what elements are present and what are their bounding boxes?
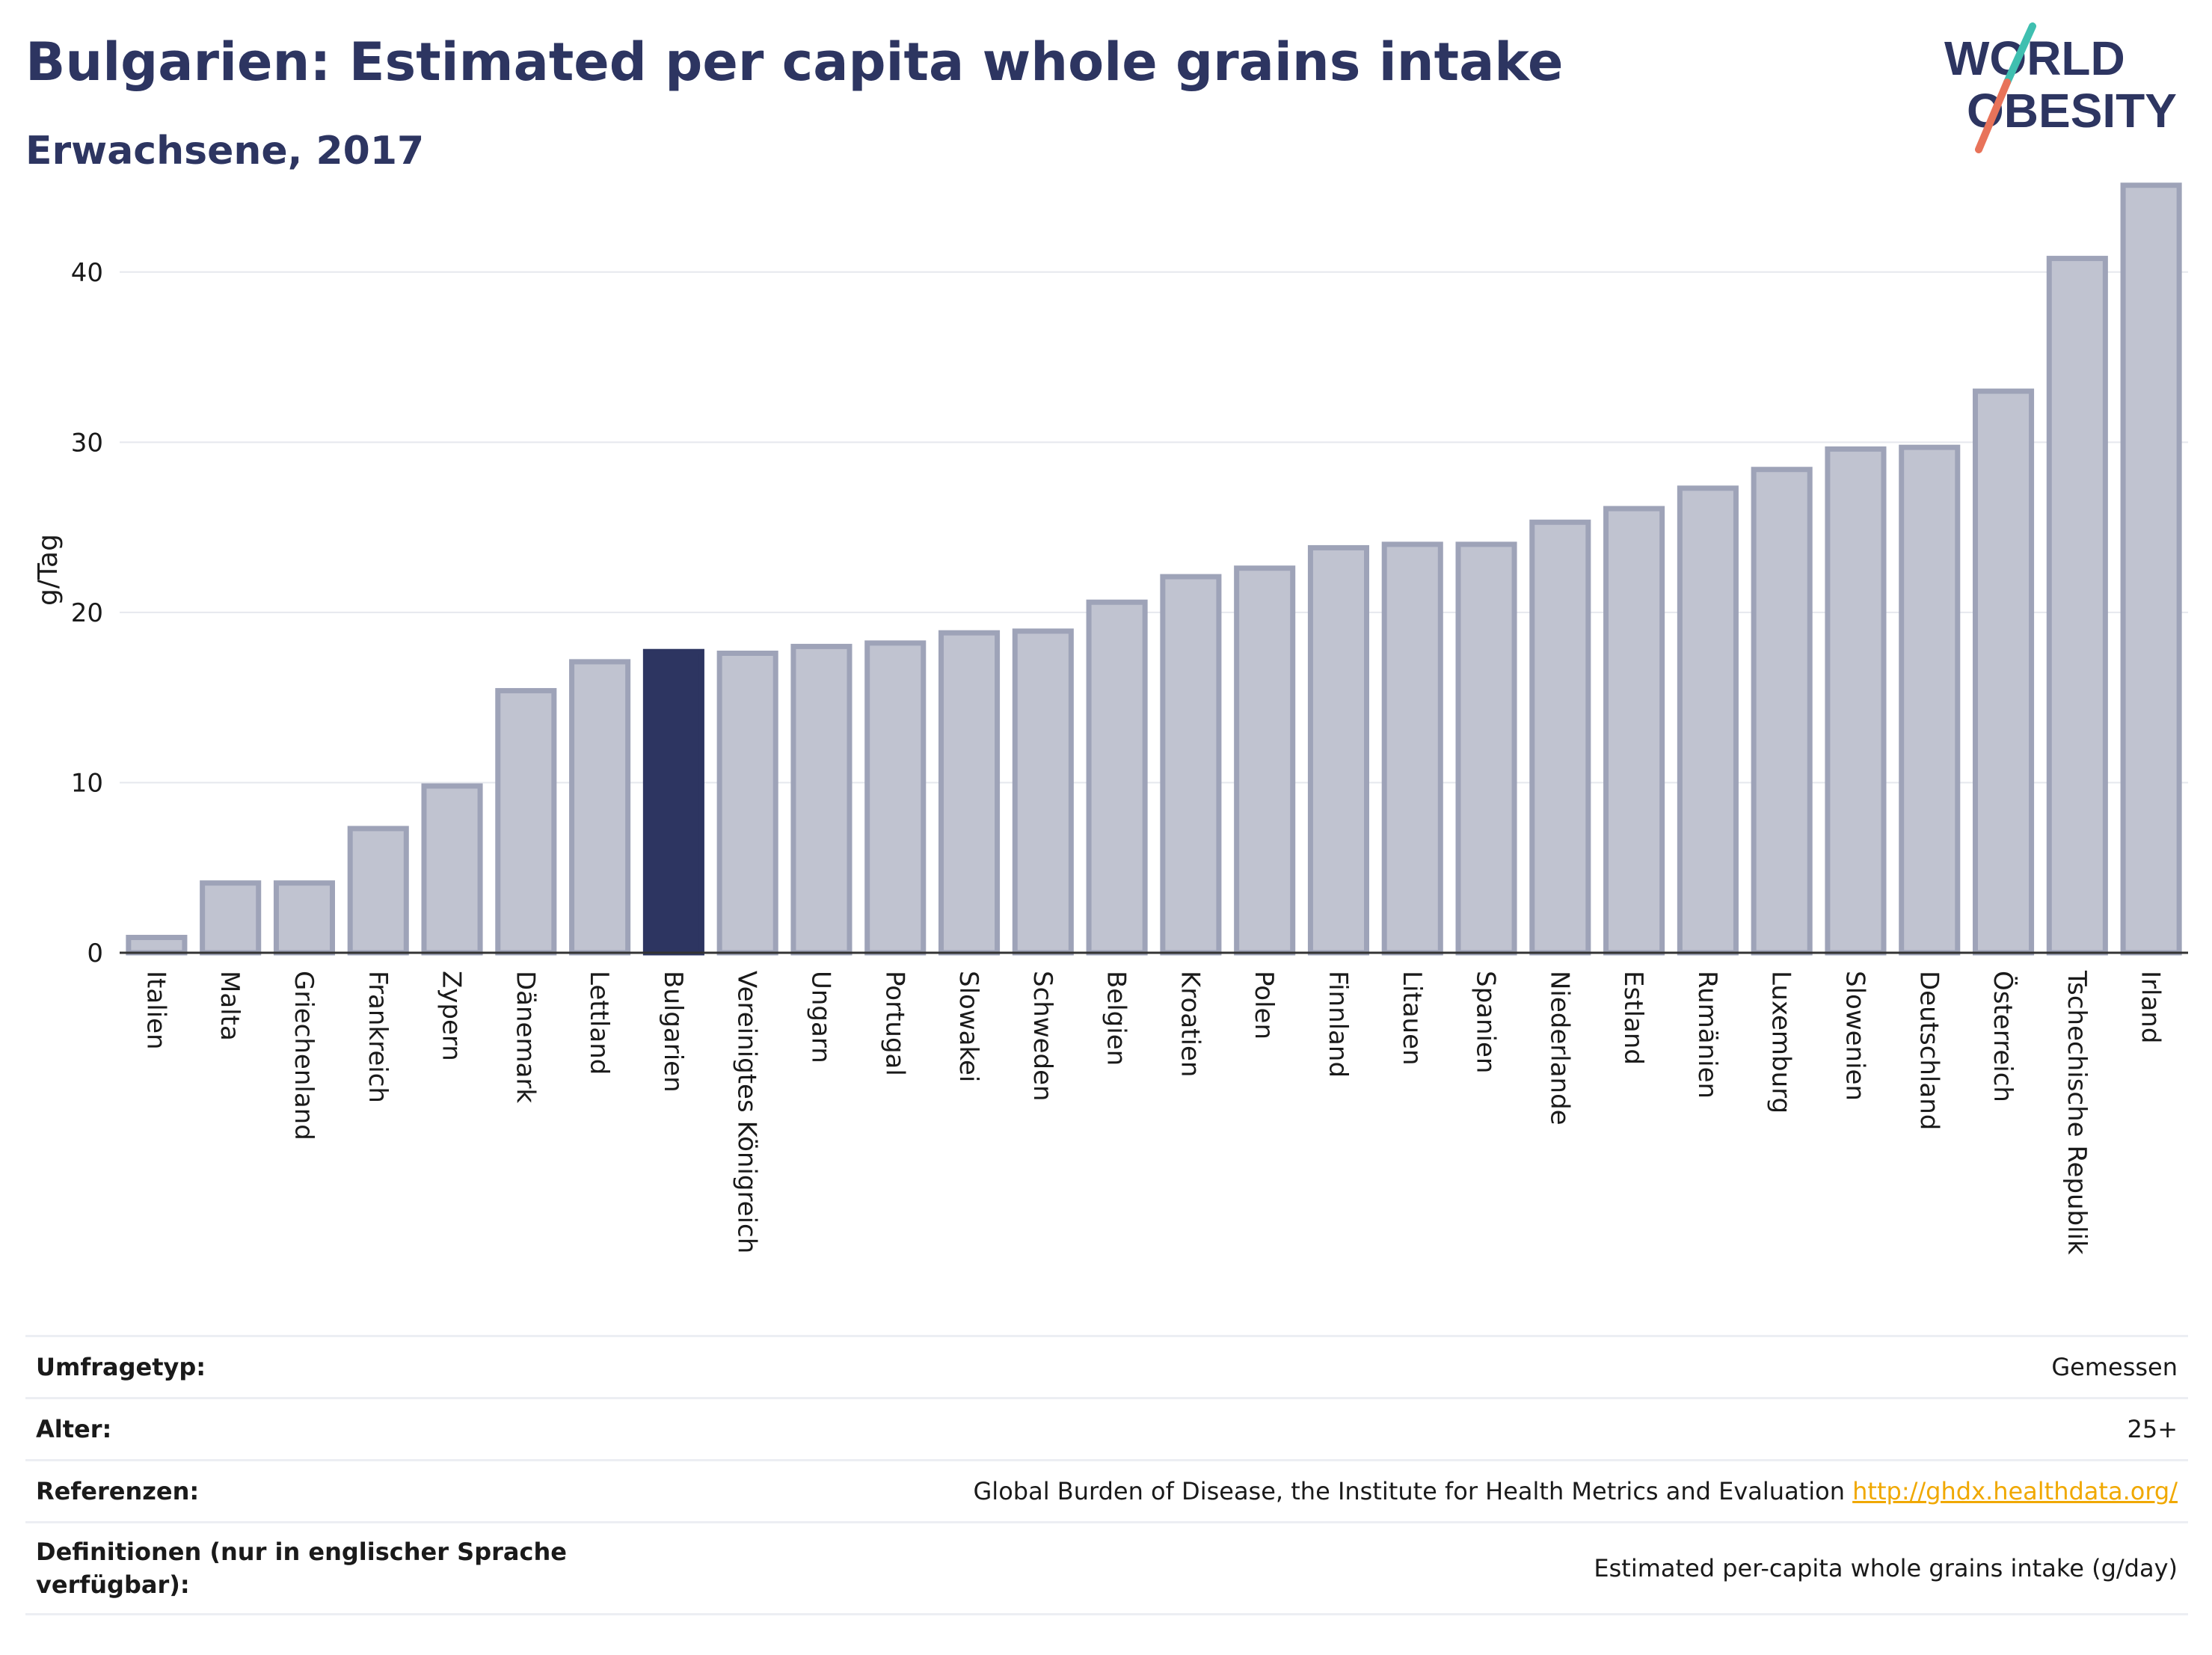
world-obesity-logo: WORLD OBESITY (1944, 22, 2177, 153)
references-text: Global Burden of Disease, the Institute … (973, 1477, 1853, 1505)
bar-schweden[interactable] (1012, 628, 1074, 956)
references-value: Global Burden of Disease, the Institute … (974, 1475, 2189, 1508)
logo-line1: WORLD (1944, 31, 2125, 85)
x-category-label: Luxemburg (1766, 971, 1796, 1114)
y-tick-label: 0 (87, 939, 103, 968)
bar-rumänien[interactable] (1677, 485, 1739, 956)
bar-ungarn[interactable] (790, 643, 852, 956)
x-category-label: Italien (141, 971, 170, 1050)
x-category-label: Belgien (1102, 971, 1131, 1066)
info-table: Umfragetyp: Gemessen Alter: 25+ Referenz… (25, 1335, 2188, 1615)
logo-coral-stroke (1975, 79, 2011, 153)
bar-kroatien[interactable] (1160, 574, 1222, 956)
x-category-label: Ungarn (805, 971, 835, 1063)
chart-title: Bulgarien: Estimated per capita whole gr… (25, 31, 1564, 93)
survey-type-label: Umfragetyp: (36, 1353, 206, 1381)
references-link[interactable]: http://ghdx.healthdata.org/ (1852, 1477, 2178, 1505)
y-tick-label: 30 (71, 428, 103, 458)
bar-litauen[interactable] (1381, 541, 1443, 956)
logo-teal-stroke (2003, 22, 2036, 86)
x-category-label: Rumänien (1692, 971, 1722, 1099)
x-category-label: Malta (215, 971, 245, 1041)
definitions-value: Estimated per-capita whole grains intake… (1594, 1554, 2178, 1582)
age-label: Alter: (36, 1415, 112, 1443)
bar-malta[interactable] (200, 880, 262, 956)
survey-type-value: Gemessen (2051, 1353, 2178, 1381)
y-tick-label: 20 (71, 598, 103, 628)
bar-vereinigtes-königreich[interactable] (716, 651, 778, 956)
bar-belgien[interactable] (1086, 599, 1148, 956)
x-category-label: Kroatien (1175, 971, 1205, 1077)
x-category-label: Frankreich (363, 971, 393, 1103)
y-axis-title: g/Tag (33, 534, 64, 606)
age-value: 25+ (2127, 1415, 2178, 1443)
x-category-label: Bulgarien (658, 971, 688, 1093)
info-row-age: Alter: 25+ (25, 1399, 2188, 1461)
bar-irland[interactable] (2120, 182, 2182, 956)
category-labels: Italien Malta Griechenland Frankreich Zypern… (141, 970, 2165, 1255)
bar-deutschland[interactable] (1899, 444, 1961, 956)
x-category-label: Portugal (879, 971, 909, 1076)
bar-zypern[interactable] (421, 783, 483, 956)
x-category-label: Slowakei (953, 971, 983, 1082)
x-category-label: Spanien (1471, 971, 1501, 1073)
chart-subtitle: Erwachsene, 2017 (25, 129, 425, 174)
bar-slowenien[interactable] (1825, 446, 1887, 956)
bar-finnland[interactable] (1307, 544, 1370, 956)
bar-estland[interactable] (1603, 506, 1665, 956)
bar-luxemburg[interactable] (1751, 467, 1813, 956)
bar-slowakei[interactable] (938, 630, 1001, 956)
info-row-definitions: Definitionen (nur in englischer Sprache … (25, 1523, 2188, 1615)
bar-bulgarien[interactable] (642, 648, 704, 956)
x-category-label: Vereinigtes Königreich (732, 971, 762, 1253)
x-category-label: Irland (2136, 971, 2166, 1043)
info-row-references: Referenzen: Global Burden of Disease, th… (25, 1461, 2188, 1523)
bar-chart: 0 10 20 30 40 Italien Malta Griechenland Frankr… (33, 182, 2188, 1255)
bar-frankreich[interactable] (347, 826, 409, 956)
x-category-label: Griechenland (289, 971, 319, 1140)
y-tick-labels: 0 10 20 30 40 (71, 258, 103, 968)
bar-dänemark[interactable] (495, 688, 557, 956)
info-row-survey: Umfragetyp: Gemessen (25, 1337, 2188, 1399)
x-category-label: Österreich (1988, 971, 2018, 1102)
bar-griechenland[interactable] (273, 880, 336, 956)
x-category-label: Litauen (1397, 971, 1427, 1066)
bar-italien[interactable] (126, 935, 188, 956)
x-category-label: Finnland (1323, 971, 1353, 1078)
definitions-label: Definitionen (nur in englischer Sprache … (36, 1538, 567, 1599)
x-category-label: Lettland (584, 971, 614, 1075)
bar-portugal[interactable] (864, 640, 927, 956)
x-category-label: Zypern (437, 971, 467, 1061)
y-tick-label: 40 (71, 258, 103, 288)
references-label: Referenzen: (36, 1477, 200, 1505)
x-category-label: Niederlande (1544, 971, 1574, 1126)
x-category-label: Slowenien (1840, 971, 1870, 1101)
bar-tschechische-republik[interactable] (2046, 256, 2108, 956)
bar-österreich[interactable] (1972, 388, 2035, 956)
y-tick-label: 10 (71, 768, 103, 798)
bar-polen[interactable] (1234, 565, 1296, 956)
x-category-label: Polen (1249, 971, 1279, 1040)
x-category-label: Schweden (1027, 971, 1057, 1102)
x-category-label: Deutschland (1914, 971, 1944, 1130)
x-category-label: Tschechische Republik (2062, 970, 2092, 1255)
bar-niederlande[interactable] (1529, 519, 1591, 956)
bars (126, 182, 2182, 956)
x-category-label: Estland (1618, 971, 1648, 1065)
bar-lettland[interactable] (569, 659, 631, 956)
x-category-label: Dänemark (510, 971, 540, 1103)
bar-spanien[interactable] (1455, 541, 1517, 956)
